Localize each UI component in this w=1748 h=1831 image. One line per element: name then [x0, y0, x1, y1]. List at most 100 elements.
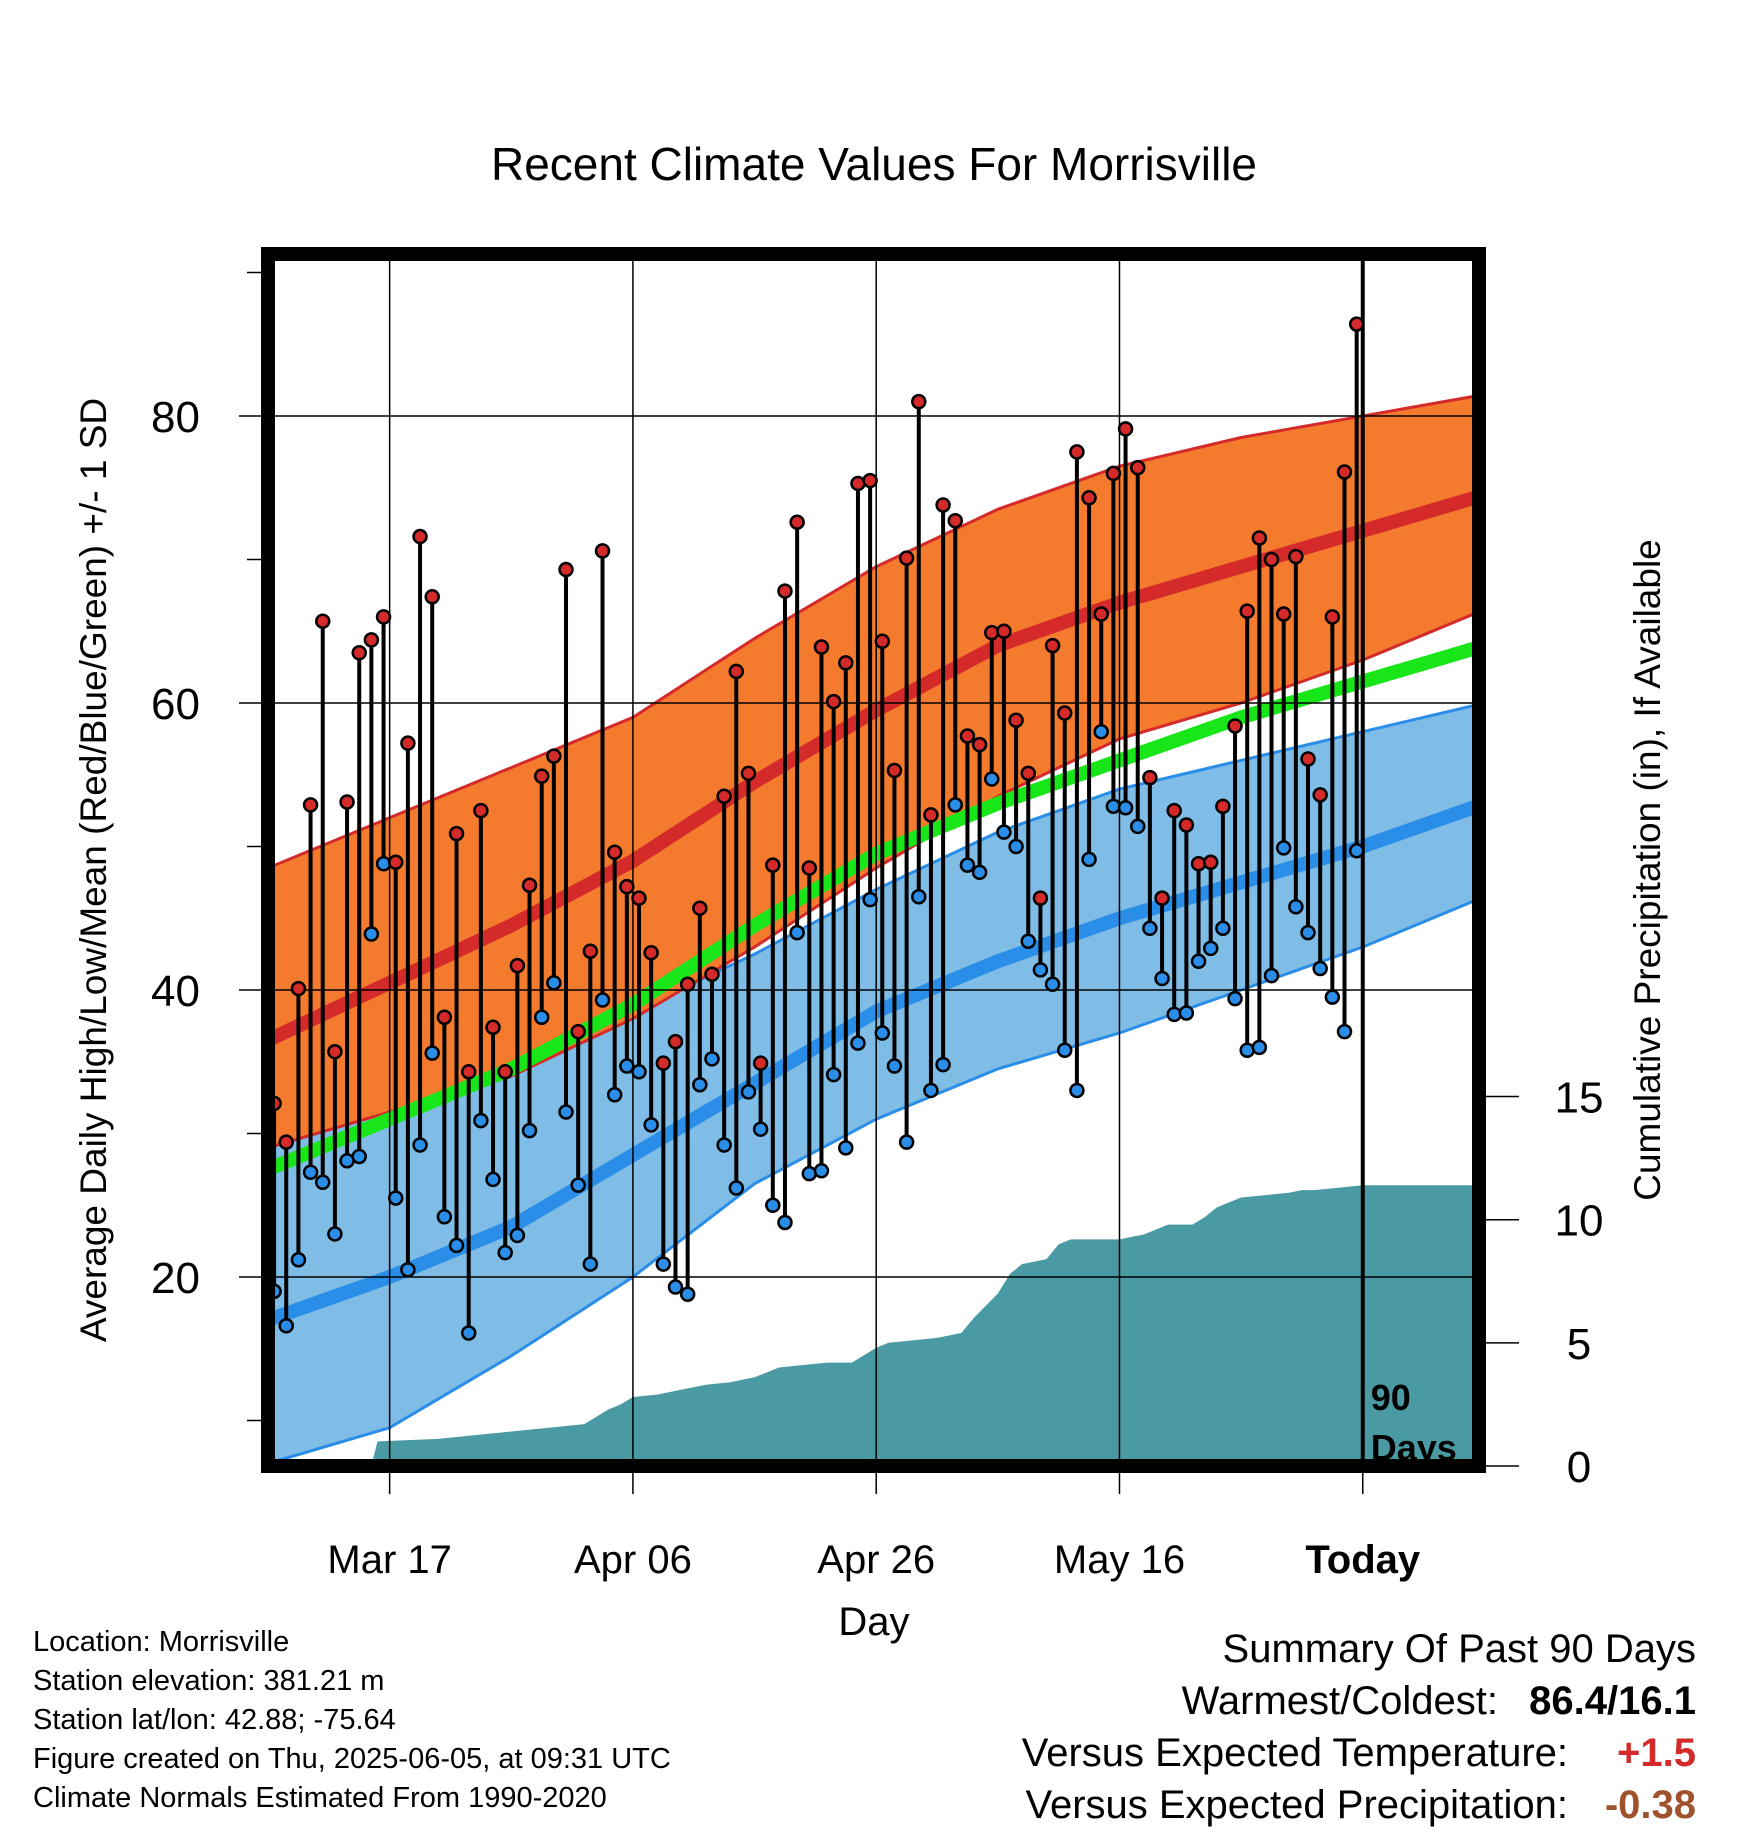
low-sd-band	[268, 704, 1479, 1464]
y-axis: 20 40 60 80	[151, 271, 261, 1422]
daily-low-point	[436, 1208, 453, 1225]
created-text: Figure created on Thu, 2025-06-05, at 09…	[33, 1743, 671, 1775]
daily-high-point	[959, 728, 976, 744]
daily-high-point	[1202, 854, 1219, 871]
precip-anomaly-value: -0.38	[1604, 1783, 1696, 1827]
daily-high-point	[838, 655, 854, 671]
daily-high-point	[375, 609, 392, 625]
daily-low-point	[290, 1252, 307, 1268]
daily-low-point	[862, 891, 878, 908]
daily-high-point	[777, 583, 793, 599]
daily-low-point	[679, 1286, 696, 1302]
daily-high-point	[363, 632, 380, 648]
daily-high-point	[1154, 890, 1170, 906]
daily-high-point	[1300, 751, 1316, 767]
daily-low-point	[923, 1082, 939, 1099]
daily-high-point	[1288, 548, 1304, 565]
daily-low-point	[1215, 920, 1231, 937]
daily-low-point	[935, 1056, 951, 1073]
daily-low-point	[412, 1137, 428, 1153]
daily-high-point	[765, 857, 781, 873]
x-tick-label: Mar 17	[327, 1538, 452, 1582]
daily-high-point	[485, 1019, 501, 1036]
daily-low-point	[1336, 1023, 1353, 1040]
daily-low-point	[631, 1064, 647, 1080]
daily-low-point	[1190, 953, 1207, 970]
daily-high-point	[1312, 787, 1328, 803]
daily-low-point	[728, 1180, 745, 1196]
daily-high-point	[582, 943, 599, 960]
daily-low-point	[886, 1058, 903, 1074]
daily-low-point	[959, 857, 976, 873]
daily-range-group	[268, 316, 1365, 1341]
daily-high-point	[533, 768, 550, 784]
daily-high-point	[278, 1134, 294, 1150]
daily-low-point	[619, 1058, 635, 1074]
daily-low-point	[1020, 933, 1036, 949]
daily-high-point	[448, 825, 465, 842]
daily-low-point	[387, 1190, 404, 1206]
daily-low-point	[1093, 723, 1109, 740]
daily-low-point	[655, 1256, 672, 1272]
summary-precip-row: Versus Expected Precipitation: -0.38	[1022, 1779, 1696, 1831]
x-tick-label: Today	[1305, 1538, 1421, 1582]
daily-low-point	[582, 1256, 599, 1272]
daily-low-point	[473, 1112, 489, 1129]
daily-low-point	[460, 1325, 477, 1341]
y-tick-label: 20	[151, 1254, 200, 1303]
daily-low-point	[813, 1163, 830, 1179]
y-tick-label: 40	[151, 967, 200, 1016]
daily-low-point	[947, 797, 964, 813]
daily-low-point	[667, 1279, 684, 1295]
daily-low-point	[1263, 967, 1280, 984]
daily-high-point	[327, 1043, 343, 1060]
daily-high-point	[1044, 637, 1061, 654]
daily-high-point	[314, 613, 331, 629]
daily-low-point	[716, 1137, 732, 1153]
daily-high-point	[996, 623, 1012, 639]
daily-high-point	[971, 736, 988, 753]
daily-low-point	[533, 1009, 550, 1026]
daily-low-point	[1008, 838, 1024, 855]
daily-high-point	[740, 765, 757, 782]
daily-low-point	[1056, 1042, 1073, 1059]
daily-low-point	[838, 1140, 854, 1156]
chart-title: Recent Climate Values For Morrisville	[491, 138, 1257, 190]
warmest-value: 86.4/16.1	[1529, 1679, 1696, 1723]
daily-high-point	[606, 844, 623, 860]
daily-low-point	[1178, 1005, 1195, 1021]
daily-high-point	[813, 639, 830, 655]
daily-low-point	[351, 1148, 367, 1165]
y2-axis-label: Cumulative Precipitation (in), If Availa…	[1627, 539, 1668, 1201]
y2-tick-label: 5	[1567, 1320, 1591, 1369]
daily-high-point	[1336, 464, 1353, 480]
daily-low-point	[546, 975, 562, 991]
daily-high-point	[643, 944, 659, 961]
daily-low-point	[1032, 962, 1049, 978]
daily-low-point	[1300, 924, 1316, 941]
daily-high-point	[1275, 606, 1292, 622]
daily-high-point	[911, 393, 927, 410]
daily-high-point	[302, 797, 319, 813]
daily-high-point	[436, 1009, 453, 1026]
daily-high-point	[1008, 712, 1024, 728]
daily-low-point	[740, 1084, 757, 1100]
x-axis-label: Day	[838, 1600, 909, 1644]
daily-high-point	[558, 561, 574, 578]
y-tick-label: 60	[151, 680, 200, 729]
daily-high-point	[923, 807, 939, 823]
daily-high-point	[752, 1055, 769, 1071]
daily-high-point	[801, 860, 818, 876]
daily-high-point	[1251, 530, 1268, 546]
daily-low-point	[521, 1122, 538, 1139]
daily-high-point	[1129, 459, 1146, 476]
daily-high-point	[290, 980, 307, 997]
daily-low-point	[984, 771, 1000, 787]
daily-low-point	[497, 1244, 513, 1261]
daily-low-point	[898, 1134, 915, 1150]
daily-high-point	[850, 475, 866, 492]
daily-high-point	[1142, 769, 1158, 786]
daily-low-point	[752, 1121, 769, 1137]
